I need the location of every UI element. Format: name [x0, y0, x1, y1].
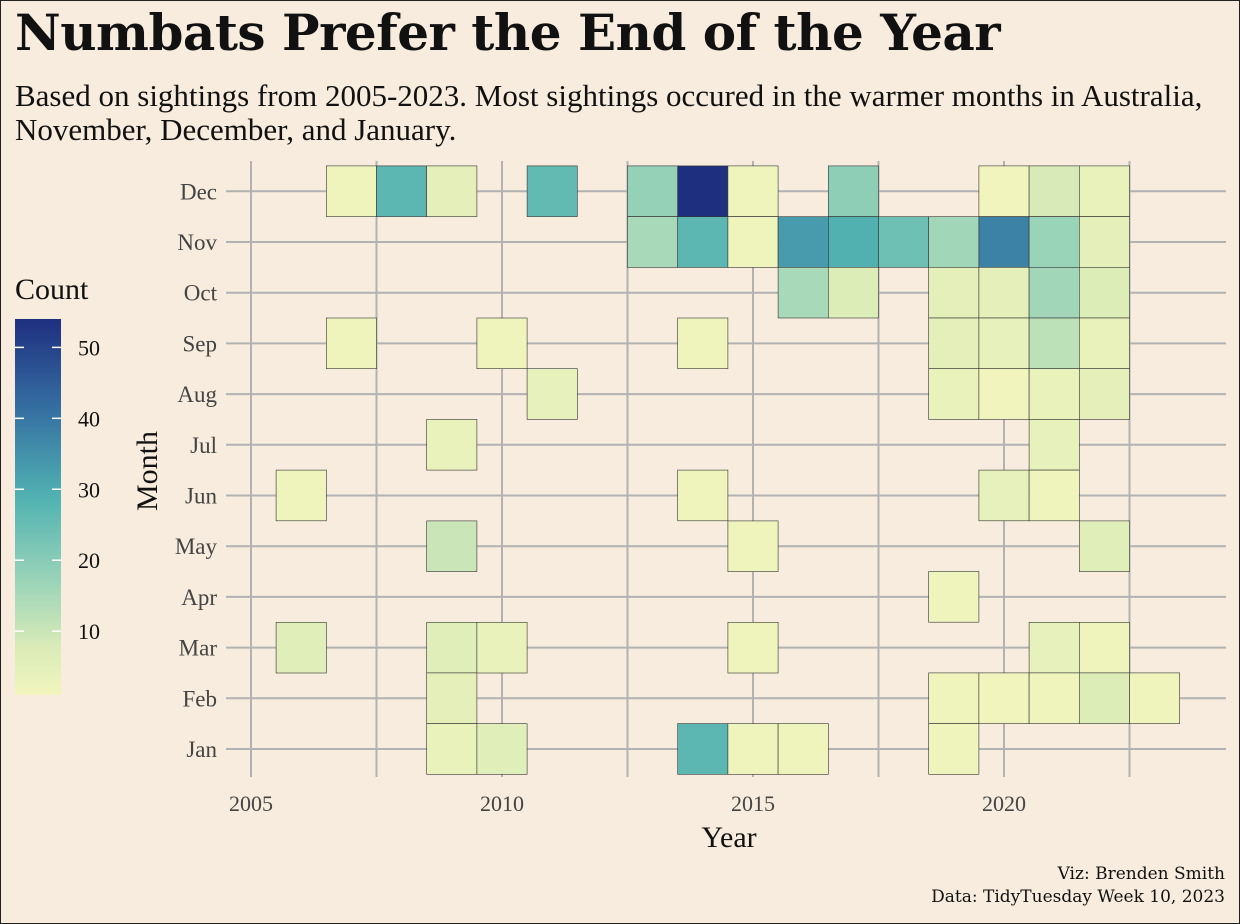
heatmap-tile — [1079, 216, 1130, 268]
heatmap-tile — [426, 520, 478, 572]
heatmap-tile — [928, 216, 980, 268]
y-tick-label: Mar — [179, 636, 218, 661]
heatmap-tile — [677, 317, 729, 370]
heatmap-tile — [1079, 672, 1130, 724]
heatmap-tile — [978, 672, 1030, 724]
x-tick-label: 2005 — [229, 791, 273, 816]
heatmap-tile — [426, 621, 478, 674]
heatmap-tile — [325, 165, 377, 217]
heatmap-tile — [426, 672, 478, 724]
heatmap-tile — [878, 216, 930, 268]
heatmap-tile — [978, 216, 1030, 268]
heatmap-tile — [677, 216, 729, 268]
x-axis-title: Year — [701, 821, 756, 854]
heatmap-tile — [627, 165, 679, 217]
legend-tick-label: 10 — [78, 619, 100, 644]
heatmap-tile — [978, 317, 1030, 370]
heatmap-tile — [978, 165, 1030, 217]
heatmap-tile — [677, 723, 729, 775]
heatmap-tile — [426, 419, 478, 471]
y-tick-label: Nov — [177, 230, 217, 255]
heatmap-tile — [1028, 368, 1080, 420]
heatmap-tile — [476, 621, 528, 674]
heatmap-tile — [1079, 368, 1130, 420]
heatmap-tile — [827, 266, 879, 319]
x-tick-label: 2015 — [731, 791, 775, 816]
heatmap-tile — [325, 317, 377, 370]
y-tick-label: Dec — [180, 179, 217, 204]
heatmap-tile — [978, 368, 1030, 420]
heatmap-tile — [1129, 672, 1181, 724]
heatmap-tile — [426, 723, 478, 775]
heatmap-tile — [727, 216, 779, 268]
heatmap-tile — [1079, 621, 1130, 674]
y-tick-label: Oct — [184, 281, 218, 306]
heatmap-tile — [526, 368, 578, 420]
caption-data-source: Data: TidyTuesday Week 10, 2023 — [931, 887, 1225, 907]
heatmap-tile — [1028, 317, 1080, 370]
heatmap-tile — [1079, 317, 1130, 370]
heatmap-tile — [727, 165, 779, 217]
caption-viz: Viz: Brenden Smith — [1057, 864, 1225, 884]
heatmap-tile — [727, 520, 779, 572]
heatmap-tile — [827, 165, 879, 217]
heatmap-tile — [1028, 469, 1080, 522]
heatmap-tile — [928, 672, 980, 724]
heatmap-tile — [777, 723, 829, 775]
legend-colorbar — [15, 319, 61, 695]
heatmap-tile — [1028, 216, 1080, 268]
x-tick-label: 2010 — [480, 791, 524, 816]
heatmap-tile — [476, 723, 528, 775]
heatmap-tile — [677, 165, 729, 217]
y-tick-label: Apr — [181, 585, 217, 610]
heatmap-tile — [928, 368, 980, 420]
x-tick-label: 2020 — [982, 791, 1026, 816]
legend-tick-label: 20 — [78, 548, 100, 573]
heatmap-tile — [928, 266, 980, 319]
legend-title: Count — [15, 273, 89, 306]
heatmap-tile — [476, 317, 528, 370]
heatmap-tile — [1028, 672, 1080, 724]
heatmap-tile — [1028, 266, 1080, 319]
y-tick-label: Sep — [183, 331, 218, 356]
heatmap-tile — [1028, 419, 1080, 471]
heatmap-tile — [677, 469, 729, 522]
legend-tick-label: 30 — [78, 477, 100, 502]
heatmap-tile — [376, 165, 428, 217]
heatmap-tile — [777, 266, 829, 319]
heatmap-tile — [928, 571, 980, 623]
chart-subtitle: Based on sightings from 2005-2023. Most … — [15, 78, 1203, 147]
heatmap-tile — [777, 216, 829, 268]
legend-tick-label: 40 — [78, 406, 100, 431]
heatmap-chart: Jan Feb Mar Apr May Jun Jul Aug Sep Oct Nov Dec 2005… — [15, 161, 1226, 854]
heatmap-tile — [1028, 621, 1080, 674]
heatmap-tile — [1079, 266, 1130, 319]
y-tick-label: Aug — [177, 382, 217, 407]
y-tick-label: Jan — [186, 737, 217, 762]
heatmap-tile — [928, 723, 980, 775]
heatmap-tile — [978, 266, 1030, 319]
heatmap-tile — [275, 621, 327, 674]
heatmap-tile — [1079, 520, 1130, 572]
heatmap-tile — [1079, 165, 1130, 217]
chart-caption: Viz: Brenden Smith Data: TidyTuesday Wee… — [931, 863, 1225, 909]
heatmap-tile — [526, 165, 578, 217]
heatmap-tile — [426, 165, 478, 217]
heatmap-tile — [827, 216, 879, 268]
heatmap-tile — [275, 469, 327, 522]
y-tick-label: May — [175, 534, 218, 559]
heatmap-tile — [727, 621, 779, 674]
chart-title: Numbats Prefer the End of the Year — [15, 3, 1001, 62]
y-tick-label: Jul — [190, 433, 217, 458]
heatmap-tile — [727, 723, 779, 775]
heatmap-tile — [978, 469, 1030, 522]
y-tick-label: Jun — [185, 484, 217, 509]
heatmap-tile — [1028, 165, 1080, 217]
heatmap-tile — [627, 216, 679, 268]
legend-tick-label: 50 — [78, 335, 100, 360]
y-tick-label: Feb — [183, 686, 218, 711]
heatmap-tile — [928, 317, 980, 370]
y-axis-title: Month — [131, 431, 164, 511]
